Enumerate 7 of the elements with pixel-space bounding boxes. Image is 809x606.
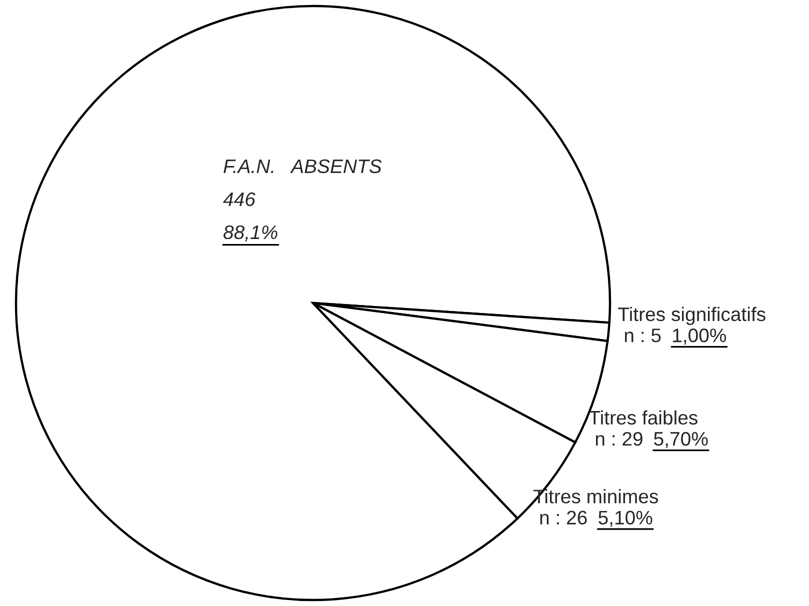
- data-label: n : 26 5,10%: [540, 510, 652, 527]
- data-label: n : 29 5,70%: [596, 432, 708, 448]
- slice-label: Titres significatifs: [618, 306, 766, 326]
- data-label: 446 88,1%: [223, 192, 278, 242]
- slice-label: F.A.N. ABSENTS: [224, 159, 382, 174]
- data-label: n : 5 1,00%: [624, 328, 726, 345]
- slice-label: Titres faibles: [589, 410, 698, 425]
